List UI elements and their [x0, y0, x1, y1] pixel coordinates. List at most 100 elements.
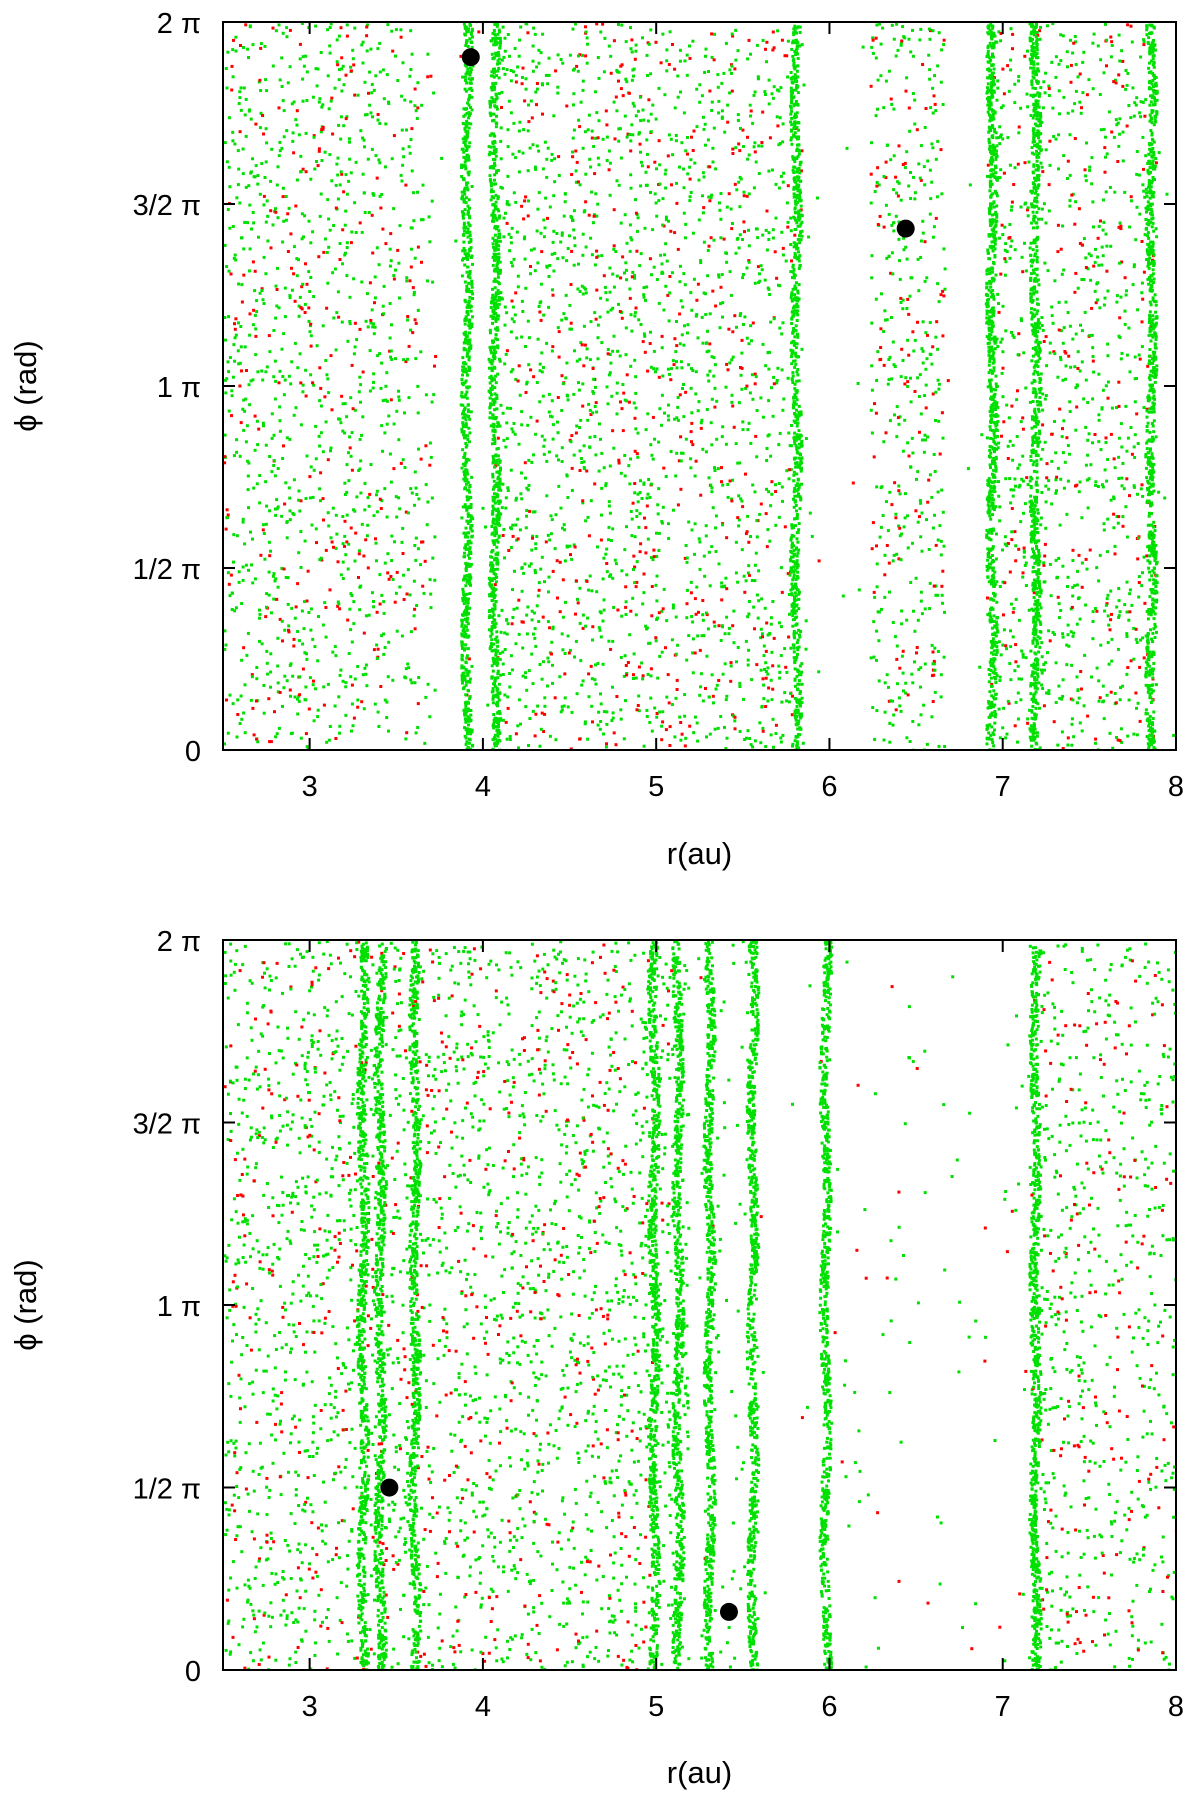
scatter-point [739, 497, 743, 501]
scatter-point [319, 130, 323, 134]
scatter-point [1121, 684, 1125, 688]
scatter-point [281, 639, 284, 643]
scatter-point [426, 500, 430, 504]
scatter-point [576, 287, 580, 291]
scatter-point [508, 249, 512, 253]
scatter-point [313, 167, 317, 171]
scatter-point [1082, 704, 1086, 708]
scatter-point [535, 535, 539, 538]
scatter-point [1003, 225, 1007, 229]
scatter-point [770, 386, 773, 390]
scatter-point [761, 729, 765, 733]
scatter-point [1099, 128, 1103, 132]
scatter-point [1140, 240, 1144, 243]
scatter-point [261, 298, 265, 302]
scatter-point [1031, 140, 1035, 144]
scatter-point [240, 300, 244, 304]
scatter-point [512, 607, 516, 611]
scatter-point [353, 93, 357, 97]
scatter-point [340, 172, 344, 176]
scatter-point [1145, 554, 1149, 558]
scatter-point [1150, 652, 1154, 656]
scatter-point [400, 179, 404, 183]
scatter-point [347, 479, 351, 483]
scatter-point [932, 453, 936, 456]
scatter-point [755, 455, 759, 459]
scatter-point [251, 43, 255, 47]
scatter-point [759, 741, 763, 745]
scatter-point [353, 321, 357, 325]
scatter-point [1022, 351, 1026, 355]
scatter-point [1098, 553, 1102, 557]
scatter-point [1059, 358, 1063, 362]
scatter-point [371, 386, 375, 390]
scatter-point [1152, 229, 1156, 233]
scatter-point [226, 208, 230, 211]
scatter-point [892, 37, 896, 41]
scatter-point [384, 165, 387, 169]
scatter-point [503, 323, 507, 327]
scatter-point [736, 646, 740, 649]
scatter-point [1107, 662, 1111, 666]
scatter-point [505, 406, 509, 410]
scatter-point [1001, 643, 1005, 647]
scatter-point [499, 673, 503, 677]
scatter-point [492, 713, 496, 716]
scatter-point [925, 276, 929, 280]
scatter-point [330, 96, 334, 100]
scatter-point [600, 254, 604, 258]
scatter-point [552, 269, 556, 273]
scatter-point [878, 214, 882, 218]
scatter-point [740, 366, 744, 370]
scatter-point [614, 250, 618, 253]
scatter-point [540, 250, 544, 254]
scatter-point [771, 687, 775, 691]
scatter-point [580, 683, 584, 687]
scatter-point [667, 522, 670, 526]
scatter-point [350, 683, 354, 687]
scatter-point [1074, 332, 1078, 336]
scatter-point [1035, 687, 1039, 691]
scatter-point [627, 464, 631, 468]
scatter-point [937, 300, 941, 304]
scatter-point [736, 113, 740, 117]
scatter-point [389, 259, 393, 263]
scatter-point [1022, 511, 1025, 515]
scatter-point [671, 153, 675, 157]
scatter-point [717, 624, 721, 628]
scatter-point [919, 27, 923, 31]
scatter-point [363, 80, 367, 84]
scatter-point [605, 562, 609, 565]
scatter-point [1017, 125, 1021, 129]
scatter-point [501, 67, 505, 71]
scatter-point [665, 695, 669, 699]
scatter-point [690, 367, 693, 371]
scatter-point [925, 357, 929, 361]
scatter-point [1043, 91, 1047, 95]
scatter-point [1131, 86, 1135, 90]
scatter-point [712, 701, 715, 705]
scatter-point [388, 452, 392, 456]
scatter-point [360, 280, 364, 284]
scatter-point [239, 108, 243, 112]
scatter-point [526, 488, 530, 492]
scatter-point [562, 523, 566, 527]
scatter-point [595, 590, 599, 594]
scatter-point [233, 327, 237, 331]
scatter-point [640, 497, 644, 500]
scatter-point [592, 214, 596, 218]
scatter-point [537, 149, 541, 153]
scatter-point [1065, 643, 1069, 647]
scatter-point [1035, 678, 1039, 682]
scatter-point [543, 140, 547, 144]
scatter-point [335, 38, 339, 42]
scatter-point [626, 132, 630, 136]
scatter-point [914, 509, 918, 513]
scatter-point [1134, 691, 1138, 695]
scatter-point [622, 391, 626, 395]
scatter-point [375, 643, 379, 647]
scatter-point [756, 77, 760, 81]
scatter-point [657, 611, 661, 615]
scatter-point [308, 676, 312, 680]
scatter-point [898, 259, 901, 263]
